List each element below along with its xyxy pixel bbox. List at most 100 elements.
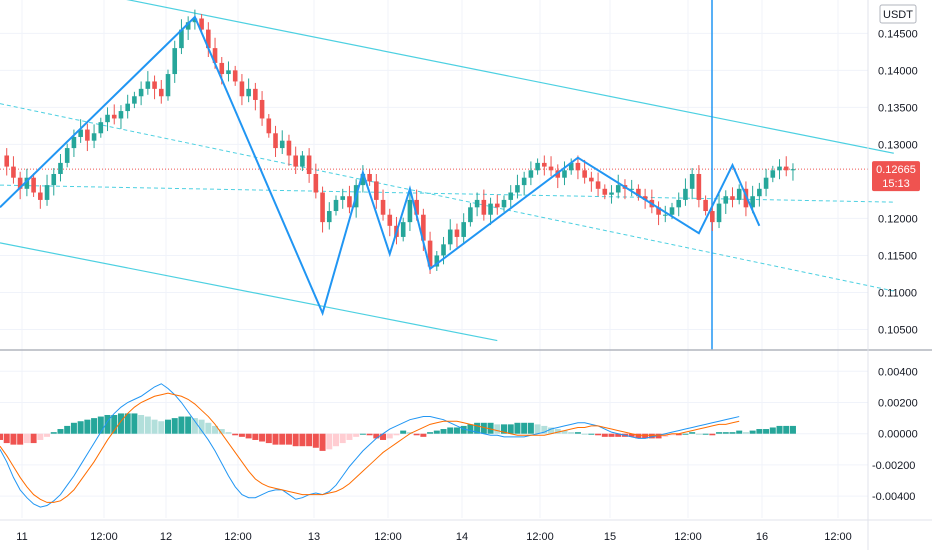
macd-line (0, 383, 740, 508)
macd-histogram-bar (783, 425, 790, 434)
macd-histogram-bar (10, 433, 17, 445)
macd-histogram-bar (669, 433, 675, 436)
macd-histogram-bar (420, 433, 427, 437)
candle-body (206, 29, 211, 49)
macd-histogram-bar (742, 432, 749, 434)
macd-histogram-bar (306, 433, 313, 447)
candle-body (407, 199, 413, 223)
time-tick-label: 12:00 (526, 531, 554, 543)
candle-body (360, 174, 366, 186)
macd-tick-label: -0.00200 (872, 460, 915, 472)
macd-histogram-bar (427, 432, 434, 434)
macd-histogram-bar (292, 433, 299, 447)
candle-body (4, 155, 10, 167)
candle-body (441, 244, 446, 256)
macd-histogram-bar (487, 422, 494, 434)
candle-body (145, 81, 151, 89)
currency-label: USDT (883, 9, 913, 21)
macd-histogram-bar (709, 433, 716, 436)
candle-body (609, 192, 614, 195)
candle-body (125, 103, 130, 112)
macd-histogram-bar (333, 433, 339, 447)
macd-histogram-bar (554, 429, 561, 434)
macd-histogram-bar (151, 419, 158, 434)
candle-body (367, 174, 372, 182)
candle-body (642, 196, 648, 200)
macd-histogram-bar (104, 414, 111, 434)
time-tick-label: 16 (756, 531, 768, 543)
macd-tick-label: -0.00400 (872, 491, 915, 503)
candle-body (313, 174, 319, 193)
price-tick-label: 0.10500 (878, 324, 918, 336)
candle-body (387, 214, 393, 226)
candle-body (461, 222, 466, 237)
candle-body (152, 81, 157, 89)
macd-histogram-bar (521, 422, 528, 434)
candle-body (743, 188, 749, 208)
currency-box[interactable]: USDT (879, 4, 917, 24)
candle-body (64, 148, 70, 163)
candle-body (51, 174, 57, 186)
macd-histogram-bar (615, 433, 622, 437)
price-badge-value: 0.12665 (876, 164, 916, 176)
macd-histogram-bar (380, 433, 387, 440)
macd-histogram-bar (648, 433, 655, 439)
macd-histogram-bar (299, 433, 306, 447)
macd-histogram-bar (393, 433, 400, 436)
time-tick-label: 12:00 (374, 531, 402, 543)
candle-body (595, 181, 601, 189)
candle-body (454, 229, 460, 237)
candle-body (481, 199, 487, 215)
macd-histogram-bar (769, 427, 776, 434)
macd-tick-label: 0.00000 (878, 429, 918, 441)
macd-histogram-bar (574, 432, 581, 434)
candle-body (723, 196, 729, 204)
macd-histogram-bar (722, 432, 729, 434)
macd-histogram-bar (319, 433, 326, 451)
macd-histogram-bar (494, 424, 501, 434)
candle-body (434, 255, 440, 267)
candle-body (320, 192, 325, 223)
macd-histogram-bar (50, 432, 57, 434)
channel-overlays (0, 0, 894, 350)
time-tick-label: 12:00 (824, 531, 852, 543)
candle-body (300, 155, 305, 167)
macd-histogram-bar (460, 425, 467, 434)
macd-histogram-bar (312, 433, 319, 448)
candle-body (347, 196, 352, 208)
macd-histogram-bar (729, 432, 736, 434)
candle-body (783, 166, 789, 171)
candle-body (118, 111, 124, 119)
macd-histogram-bar (111, 414, 118, 434)
candle-body (515, 185, 520, 193)
candle-body (165, 74, 171, 97)
macd-histogram-bar (702, 433, 709, 435)
candle-body (447, 229, 453, 245)
macd-histogram-bar (84, 419, 91, 434)
macd-histogram-bar (682, 433, 689, 435)
candle-body (488, 203, 493, 215)
macd-histogram-bar (238, 433, 245, 437)
price-badge: 0.12665 15:13 (872, 161, 920, 192)
macd-histogram-bar (339, 433, 346, 444)
price-badge-countdown: 15:13 (882, 178, 910, 190)
macd-histogram-bar (285, 433, 292, 445)
macd-histogram-bar (178, 416, 185, 434)
candle-body (535, 162, 540, 171)
candle-body (521, 177, 527, 186)
macd-histogram-bar (749, 430, 756, 434)
candle-body (78, 129, 83, 137)
candle-body (58, 162, 63, 174)
candle-body (757, 188, 762, 197)
price-tick-label: 0.11000 (878, 287, 917, 299)
macd-histogram-bar (514, 422, 521, 434)
candle-body (340, 196, 346, 200)
candle-body (696, 174, 702, 200)
macd-histogram-bar (353, 433, 360, 437)
candle-body (669, 207, 675, 215)
macd-histogram-bar (474, 422, 481, 434)
candle-body (219, 62, 225, 75)
candle-body (179, 29, 184, 49)
macd-histogram-bar (124, 413, 131, 434)
